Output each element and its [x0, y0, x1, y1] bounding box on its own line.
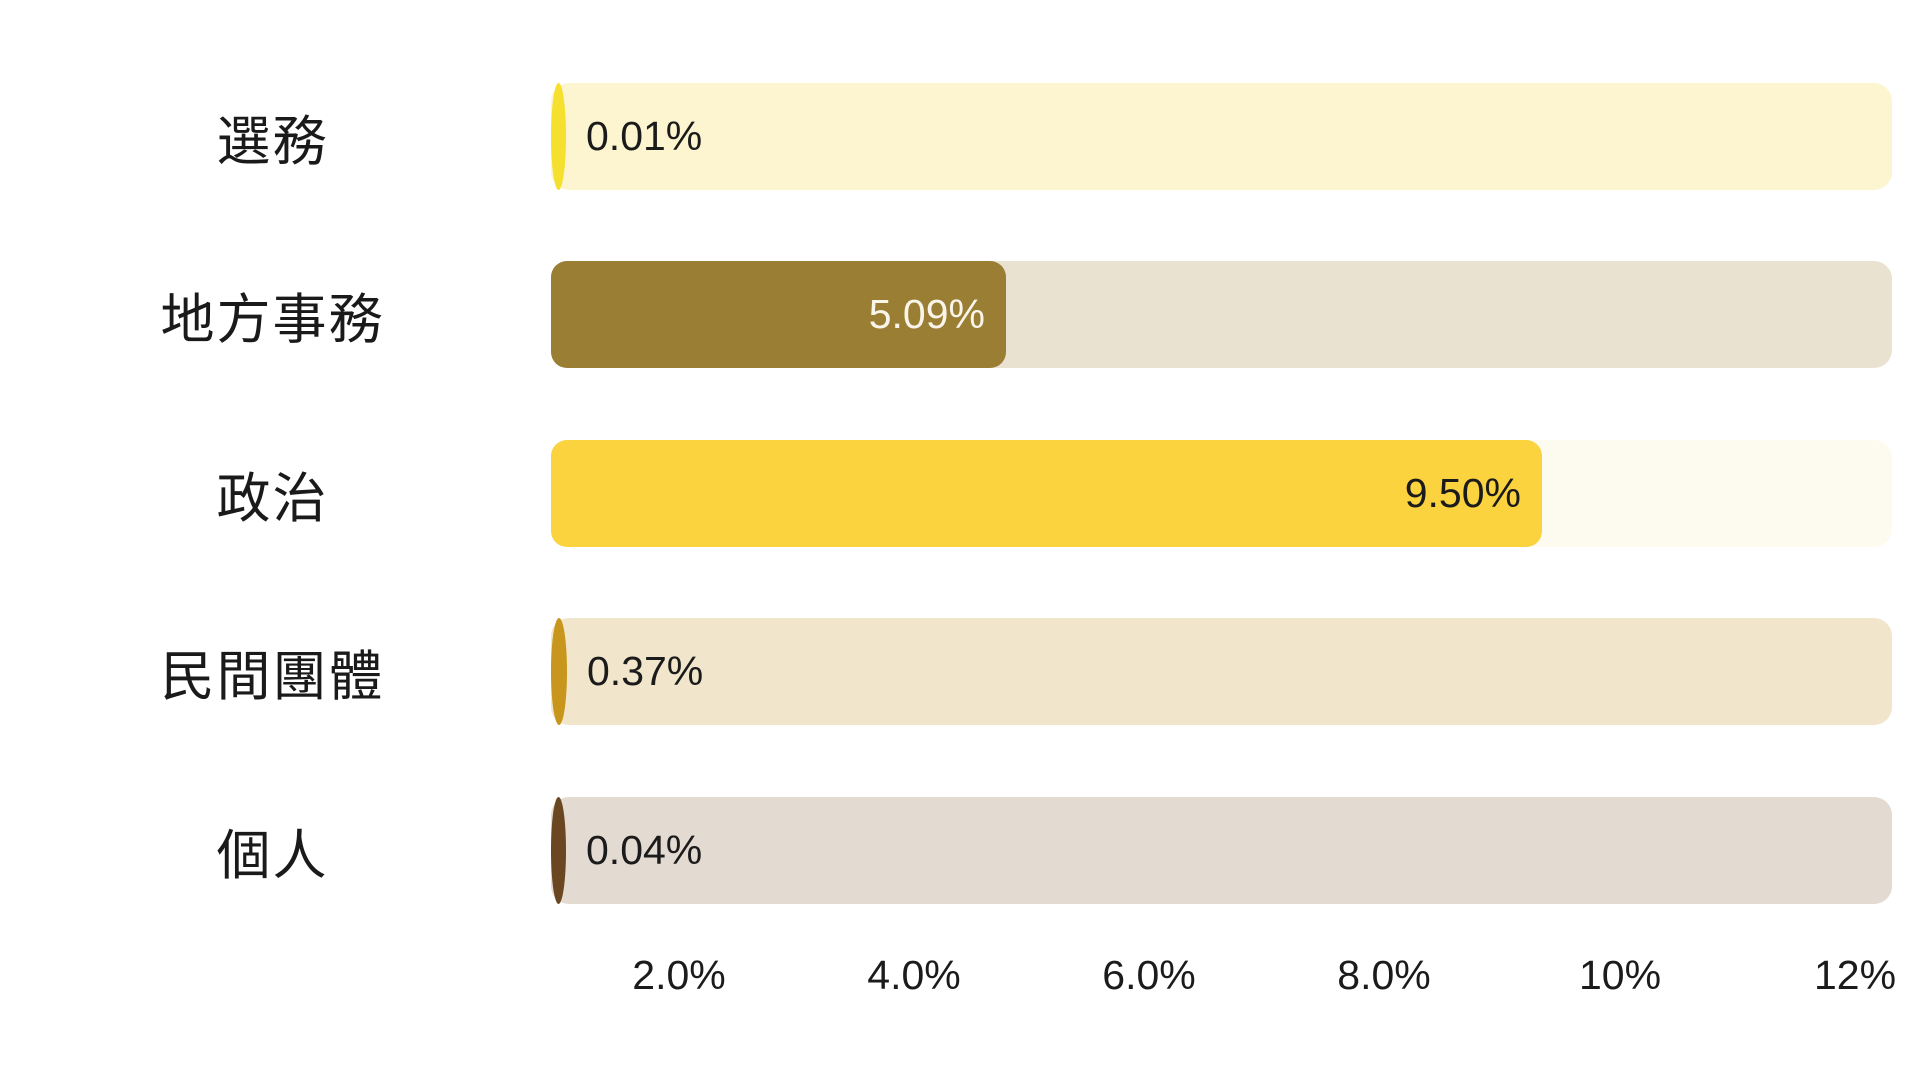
- value-label: 0.04%: [586, 827, 703, 873]
- value-label: 9.50%: [1404, 470, 1521, 516]
- category-label: 選務: [216, 112, 329, 172]
- value-label: 5.09%: [868, 291, 985, 337]
- x-axis-tick-label: 8.0%: [1337, 952, 1431, 998]
- category-label: 民間團體: [160, 647, 385, 707]
- bar-fill: [551, 797, 566, 904]
- bar-fill: [551, 83, 566, 190]
- bar-row: 政治 9.50%: [0, 440, 1920, 547]
- category-label: 地方事務: [160, 290, 385, 350]
- bar-track: 5.09%: [551, 261, 1892, 368]
- category-label: 個人: [216, 826, 329, 886]
- bar-row: 民間團體 0.37%: [0, 618, 1920, 725]
- value-label: 0.01%: [586, 113, 703, 159]
- x-axis-tick-label: 10%: [1578, 952, 1662, 998]
- bar-track: 0.01%: [551, 83, 1892, 190]
- x-axis-tick-label: 4.0%: [867, 952, 961, 998]
- bar-track: 9.50%: [551, 440, 1892, 547]
- category-label: 政治: [216, 469, 329, 529]
- x-axis-tick-label: 6.0%: [1102, 952, 1196, 998]
- x-axis-tick-label: 12%: [1813, 952, 1897, 998]
- bar-track: 0.37%: [551, 618, 1892, 725]
- bar-track: 0.04%: [551, 797, 1892, 904]
- bar-fill: [551, 618, 567, 725]
- bar-row: 個人 0.04%: [0, 797, 1920, 904]
- bar-row: 地方事務 5.09%: [0, 261, 1920, 368]
- bar-row: 選務 0.01%: [0, 83, 1920, 190]
- x-axis-tick-label: 2.0%: [632, 952, 726, 998]
- value-label: 0.37%: [587, 648, 704, 694]
- bar-fill: [551, 440, 1542, 547]
- bar-fill: [551, 261, 1006, 368]
